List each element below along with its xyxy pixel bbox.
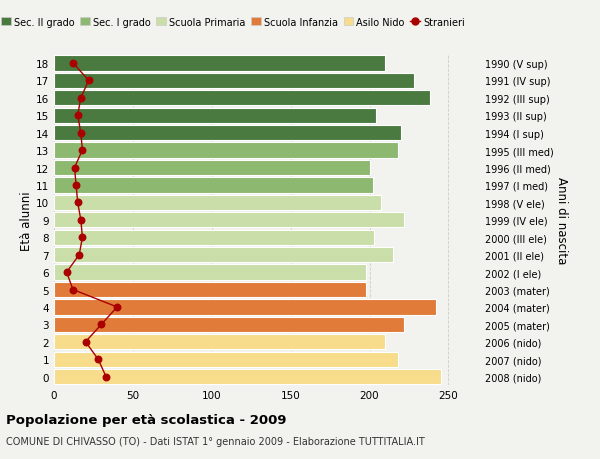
Point bbox=[94, 356, 103, 363]
Point bbox=[70, 164, 79, 172]
Point bbox=[112, 303, 122, 311]
Bar bbox=[54, 56, 385, 72]
Text: COMUNE DI CHIVASSO (TO) - Dati ISTAT 1° gennaio 2009 - Elaborazione TUTTITALIA.I: COMUNE DI CHIVASSO (TO) - Dati ISTAT 1° … bbox=[6, 436, 425, 446]
Point bbox=[101, 373, 111, 381]
Point bbox=[73, 199, 82, 207]
Point bbox=[74, 252, 84, 259]
Point bbox=[76, 95, 86, 102]
Bar bbox=[54, 178, 373, 193]
Bar bbox=[54, 352, 398, 367]
Point bbox=[62, 269, 71, 276]
Bar bbox=[54, 265, 367, 280]
Point bbox=[71, 182, 81, 189]
Bar bbox=[54, 143, 398, 158]
Point bbox=[84, 78, 94, 85]
Point bbox=[81, 338, 91, 346]
Bar bbox=[54, 247, 393, 263]
Bar bbox=[54, 213, 404, 228]
Bar bbox=[54, 282, 367, 297]
Bar bbox=[54, 91, 430, 106]
Bar bbox=[54, 335, 385, 350]
Point bbox=[77, 147, 87, 154]
Point bbox=[73, 112, 82, 120]
Y-axis label: Età alunni: Età alunni bbox=[20, 190, 33, 250]
Text: Popolazione per età scolastica - 2009: Popolazione per età scolastica - 2009 bbox=[6, 413, 287, 426]
Bar bbox=[54, 108, 376, 123]
Bar bbox=[54, 195, 380, 211]
Bar bbox=[54, 369, 440, 385]
Legend: Sec. II grado, Sec. I grado, Scuola Primaria, Scuola Infanzia, Asilo Nido, Stran: Sec. II grado, Sec. I grado, Scuola Prim… bbox=[0, 14, 469, 31]
Bar bbox=[54, 126, 401, 141]
Bar bbox=[54, 317, 404, 332]
Point bbox=[68, 60, 78, 67]
Y-axis label: Anni di nascita: Anni di nascita bbox=[554, 177, 568, 264]
Point bbox=[68, 286, 78, 294]
Bar bbox=[54, 73, 414, 89]
Bar bbox=[54, 300, 436, 315]
Bar bbox=[54, 230, 374, 246]
Point bbox=[76, 130, 86, 137]
Point bbox=[77, 234, 87, 241]
Bar bbox=[54, 161, 370, 176]
Point bbox=[97, 321, 106, 328]
Point bbox=[76, 217, 86, 224]
